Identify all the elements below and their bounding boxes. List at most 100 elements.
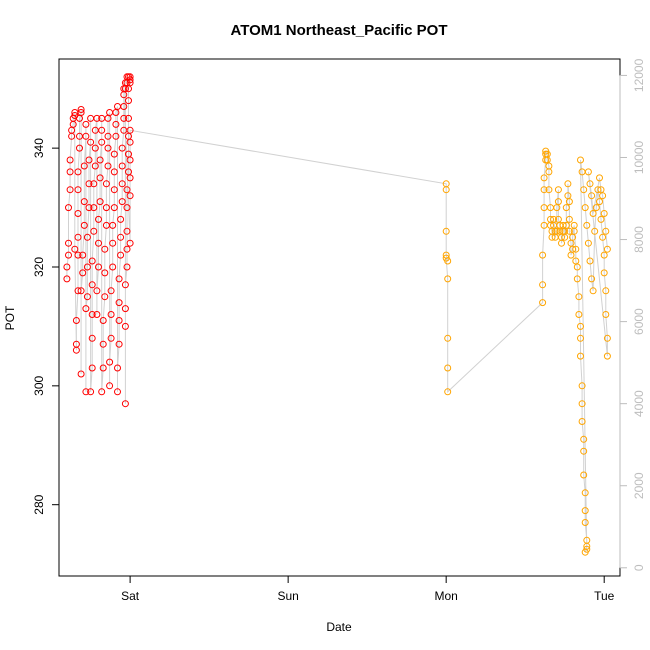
data-point xyxy=(115,299,123,307)
data-point xyxy=(106,382,114,390)
data-point xyxy=(87,138,95,146)
data-point xyxy=(114,364,121,372)
data-point xyxy=(110,204,118,212)
data-point xyxy=(577,334,584,342)
data-point xyxy=(572,245,580,253)
data-point xyxy=(580,435,588,443)
data-point xyxy=(98,126,106,134)
y2-tick-label: 6000 xyxy=(632,308,646,335)
data-point xyxy=(88,364,96,372)
data-point xyxy=(71,245,79,253)
data-point xyxy=(581,507,589,515)
data-point xyxy=(117,251,125,259)
data-point xyxy=(88,257,96,265)
x-axis: Sat Sun Mon Tue xyxy=(121,575,615,603)
data-point xyxy=(115,340,123,348)
data-point xyxy=(588,275,596,283)
data-point xyxy=(99,317,107,324)
plot-area xyxy=(63,73,611,556)
data-point xyxy=(115,275,123,283)
data-point xyxy=(578,418,586,425)
y2-tick-label: 12000 xyxy=(632,58,646,92)
x-tick-label: Sat xyxy=(121,589,140,603)
data-point xyxy=(117,215,125,223)
data-point xyxy=(106,358,114,366)
y2-tick-label: 0 xyxy=(632,564,646,571)
data-point xyxy=(112,132,120,140)
data-point xyxy=(600,269,608,277)
data-point xyxy=(599,233,607,241)
data-point xyxy=(98,138,106,146)
data-point xyxy=(602,287,610,295)
data-point xyxy=(126,156,134,164)
data-point xyxy=(539,251,547,259)
data-point xyxy=(565,198,573,206)
data-point xyxy=(118,198,126,206)
x-tick-label: Sun xyxy=(277,589,298,603)
data-point xyxy=(66,168,74,176)
data-point xyxy=(82,388,90,396)
data-point xyxy=(101,269,109,277)
data-point xyxy=(554,198,562,206)
data-point xyxy=(114,388,121,396)
data-point xyxy=(110,186,118,194)
data-point xyxy=(99,364,107,372)
data-point xyxy=(118,144,126,152)
data-point xyxy=(102,180,110,188)
data-point xyxy=(93,311,101,318)
data-point xyxy=(575,293,583,301)
data-point xyxy=(88,311,96,318)
data-point xyxy=(581,204,589,212)
data-point xyxy=(583,545,591,553)
data-point xyxy=(65,204,72,212)
data-point xyxy=(580,471,588,479)
y2-tick-label: 8000 xyxy=(632,226,646,253)
data-point xyxy=(80,198,88,206)
data-point xyxy=(104,162,112,170)
data-point xyxy=(545,168,553,176)
data-point xyxy=(74,186,82,194)
y2-tick-label: 4000 xyxy=(632,390,646,417)
data-point xyxy=(603,334,611,342)
data-point xyxy=(120,114,128,122)
data-point xyxy=(121,400,129,408)
data-point xyxy=(558,239,565,247)
y2-tick-label: 2000 xyxy=(632,472,646,499)
data-point xyxy=(589,287,597,295)
data-point xyxy=(95,215,102,223)
data-point xyxy=(126,239,134,247)
data-point xyxy=(63,263,71,271)
data-point xyxy=(580,186,588,194)
data-point xyxy=(550,215,558,223)
data-point xyxy=(88,334,96,342)
data-point xyxy=(602,311,610,318)
data-point xyxy=(120,85,128,93)
data-point xyxy=(125,114,132,122)
data-point xyxy=(123,245,131,253)
data-point xyxy=(77,370,85,378)
data-point xyxy=(120,103,128,110)
data-point xyxy=(76,144,83,152)
data-point xyxy=(118,180,126,188)
data-point xyxy=(123,204,131,212)
data-point xyxy=(444,364,452,372)
y-axis: 280 300 320 340 xyxy=(32,138,60,515)
data-point xyxy=(101,293,109,301)
data-point xyxy=(121,281,129,289)
data-point xyxy=(583,221,591,229)
data-point xyxy=(564,180,572,188)
data-point xyxy=(586,257,594,265)
data-point xyxy=(121,322,129,330)
data-point xyxy=(72,340,80,348)
data-point xyxy=(540,174,548,182)
data-point xyxy=(82,132,90,140)
data-point xyxy=(80,221,88,229)
data-point xyxy=(107,334,115,342)
data-point xyxy=(581,519,589,526)
data-point xyxy=(577,322,584,330)
data-point xyxy=(545,186,553,194)
data-point xyxy=(599,192,607,200)
y-tick-label: 280 xyxy=(32,494,46,514)
data-point xyxy=(109,221,117,229)
data-point xyxy=(123,227,131,235)
